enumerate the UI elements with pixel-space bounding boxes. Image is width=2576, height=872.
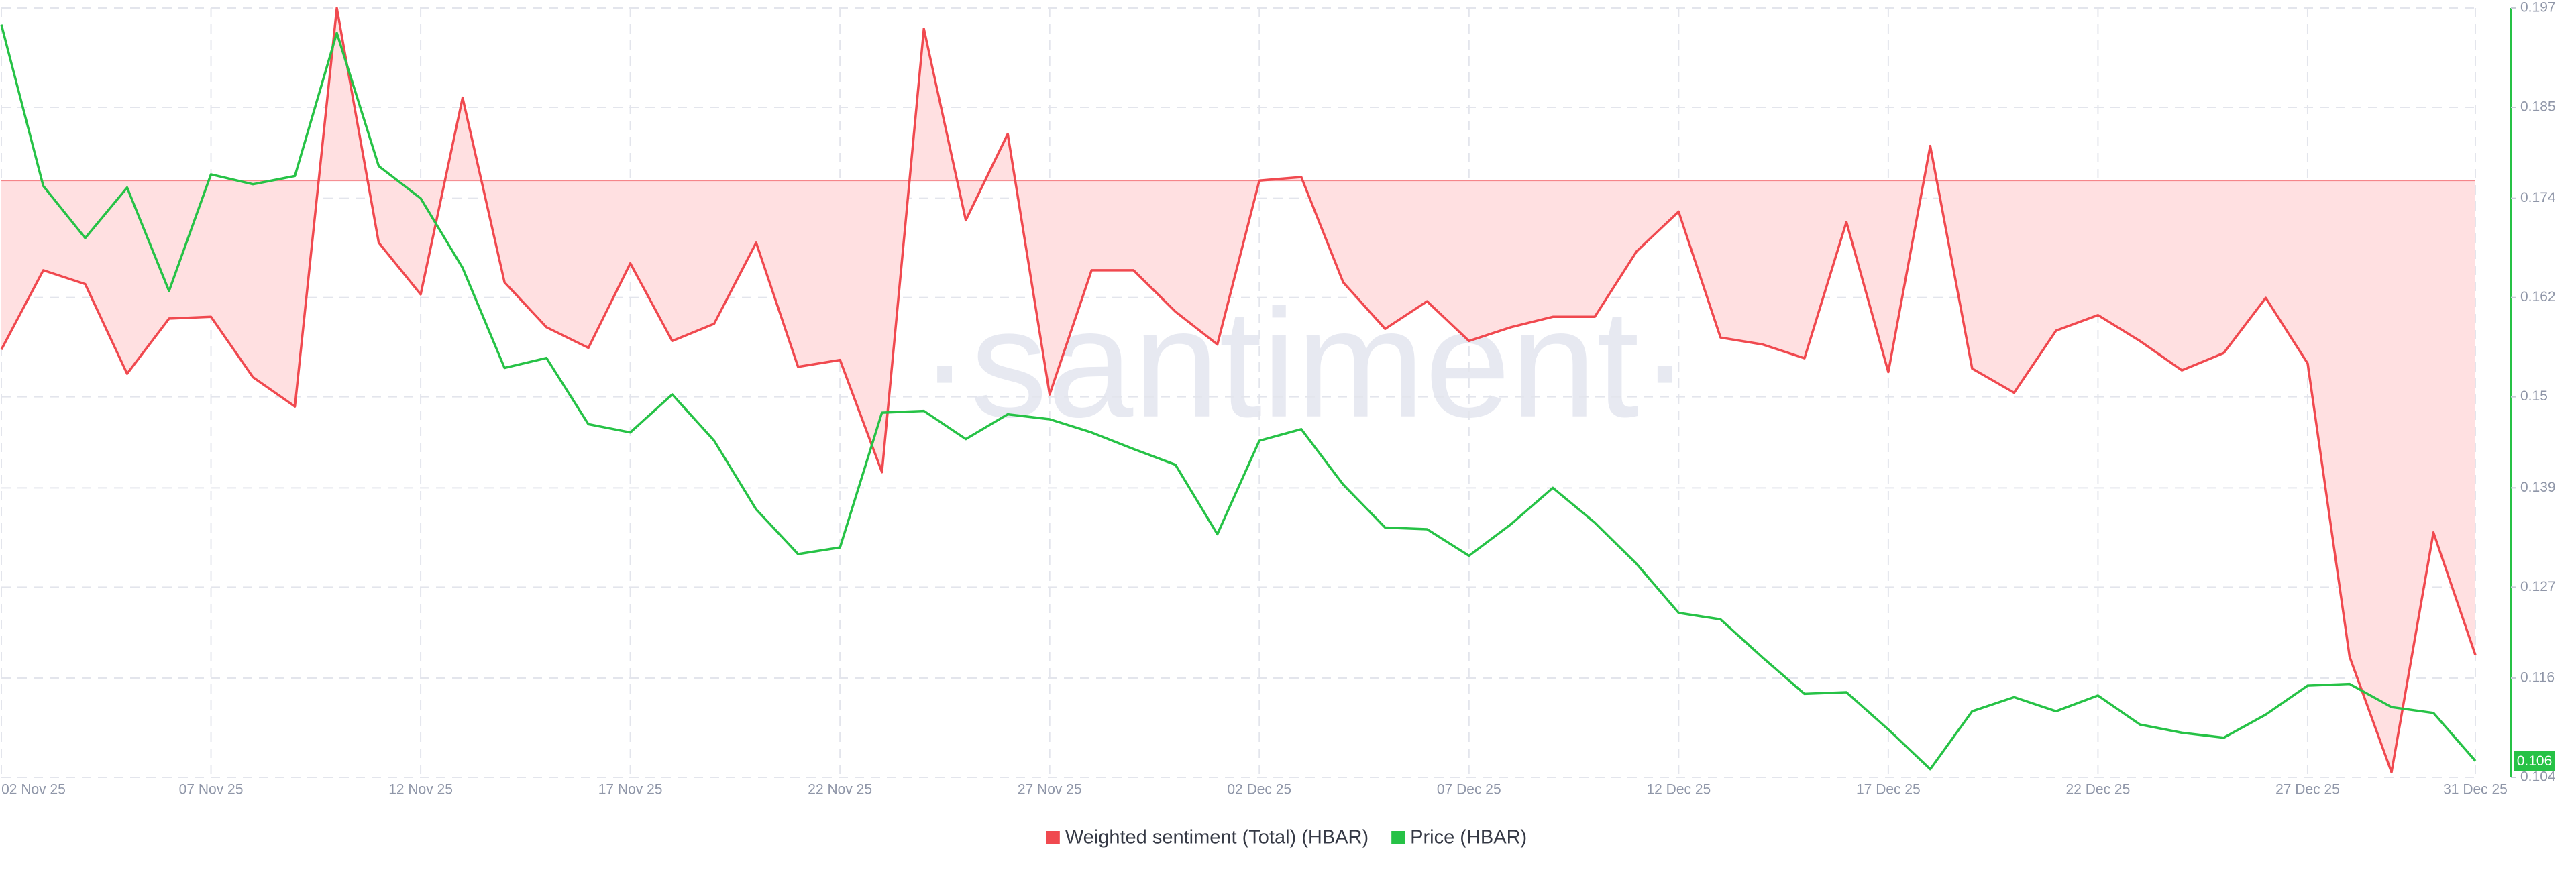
x-tick-label: 07 Dec 25 (1437, 782, 1501, 798)
x-tick-label: 12 Nov 25 (388, 782, 453, 798)
x-tick-label: 27 Nov 25 (1018, 782, 1082, 798)
y2-tick-label: 0.139 (2520, 480, 2556, 495)
y2-tick-label: 0.15 (2520, 388, 2548, 404)
y2-tick-label: 0.127 (2520, 579, 2556, 594)
legend-label: Price (HBAR) (1410, 827, 1527, 849)
legend-swatch (1391, 831, 1405, 844)
x-tick-label: 07 Nov 25 (179, 782, 244, 798)
legend: Weighted sentiment (Total) (HBAR) Price (… (1046, 827, 1527, 849)
price-badge-label: 0.106 (2517, 753, 2553, 769)
y2-tick-label: 0.174 (2520, 190, 2556, 205)
x-tick-label: 02 Nov 25 (1, 782, 66, 798)
x-tick-label: 02 Dec 25 (1227, 782, 1291, 798)
x-tick-label: 17 Dec 25 (1856, 782, 1921, 798)
legend-label: Weighted sentiment (Total) (HBAR) (1065, 827, 1368, 849)
series-line (0, 7, 2477, 774)
y2-tick-label: 0.162 (2520, 289, 2556, 305)
x-tick-label: 27 Dec 25 (2275, 782, 2340, 798)
x-tick-label: 22 Dec 25 (2066, 782, 2131, 798)
sentiment-area (1, 8, 2475, 773)
y2-tick-label: 0.104 (2520, 769, 2556, 785)
y2-tick-label: 0.185 (2520, 99, 2556, 115)
x-tick-label: 31 Dec 25 (2443, 782, 2508, 798)
y2-tick-label: 0.116 (2520, 670, 2555, 686)
price-badge (2514, 751, 2555, 771)
series-line (0, 24, 2477, 771)
legend-swatch (1046, 831, 1060, 844)
x-tick-label: 12 Dec 25 (1646, 782, 1711, 798)
x-tick-label: 17 Nov 25 (598, 782, 663, 798)
x-tick-label: 22 Nov 25 (808, 782, 872, 798)
y2-tick-label: 0.197 (2520, 0, 2556, 15)
